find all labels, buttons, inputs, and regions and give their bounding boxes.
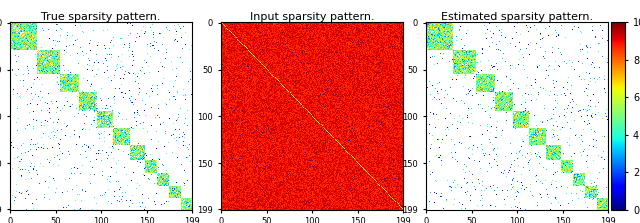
Title: Estimated sparsity pattern.: Estimated sparsity pattern.	[441, 12, 593, 22]
Title: Input sparsity pattern.: Input sparsity pattern.	[250, 12, 374, 22]
Title: True sparsity pattern.: True sparsity pattern.	[41, 12, 161, 22]
